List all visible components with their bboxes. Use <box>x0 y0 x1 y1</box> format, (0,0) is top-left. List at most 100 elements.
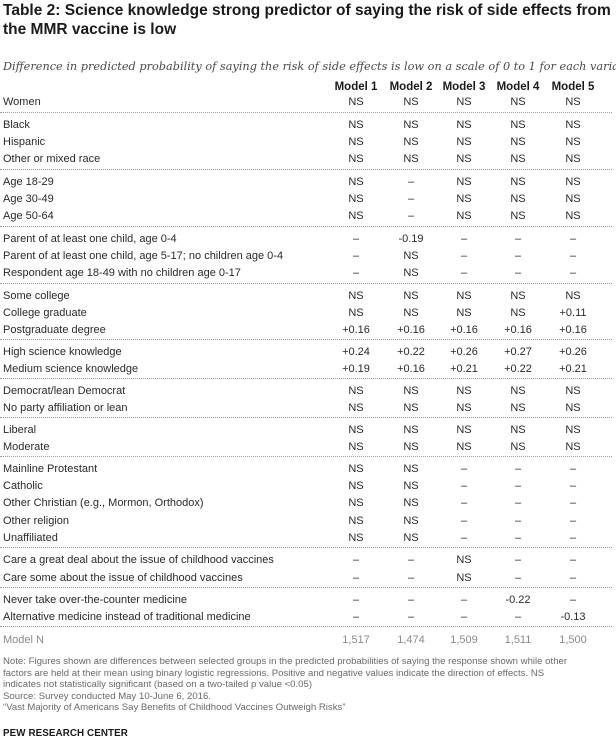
table-cell: NS <box>348 497 364 509</box>
table-cell: – <box>569 497 577 509</box>
note-line: Note: Figures shown are differences betw… <box>3 656 568 667</box>
table-cell: NS <box>403 96 419 108</box>
table-cell: 1,500 <box>559 634 587 646</box>
table-cell: – <box>407 176 415 188</box>
table-cell: – <box>407 611 415 623</box>
row-divider <box>0 547 612 548</box>
column-header-model-2: Model 2 <box>389 81 433 93</box>
row-label: Care a great deal about the issue of chi… <box>3 554 274 566</box>
table-cell: – <box>460 515 468 527</box>
table-cell: NS <box>348 532 364 544</box>
row-divider <box>0 417 612 418</box>
table-cell: NS <box>565 424 581 436</box>
table-cell: – <box>352 267 360 279</box>
table-cell: 1,509 <box>450 634 478 646</box>
table-cell: NS <box>510 153 526 165</box>
table-cell: +0.16 <box>397 324 425 336</box>
table-cell: NS <box>403 136 419 148</box>
table-cell: – <box>460 611 468 623</box>
table-row: Age 50-64 NS – NS NS NS <box>0 208 616 225</box>
table-cell: – <box>352 594 360 606</box>
table-cell: NS <box>456 424 472 436</box>
model-n-row: Model N 1,517 1,474 1,509 1,511 1,500 <box>0 632 616 649</box>
row-divider <box>0 378 612 379</box>
table-cell: -0.13 <box>560 611 586 623</box>
table-cell: – <box>407 210 415 222</box>
table-cell: NS <box>403 441 419 453</box>
table-cell: NS <box>348 176 364 188</box>
table-cell: NS <box>510 136 526 148</box>
source-line: Source: Survey conducted May 10-June 6, … <box>3 690 211 702</box>
table-row: Women NS NS NS NS NS <box>0 94 616 111</box>
table-cell: – <box>514 532 522 544</box>
table-cell: – <box>569 250 577 262</box>
table-cell: NS <box>510 385 526 397</box>
table-cell: NS <box>565 441 581 453</box>
table-cell: NS <box>403 497 419 509</box>
table-cell: NS <box>403 480 419 492</box>
table-cell: NS <box>456 572 472 584</box>
table-row: Other religion NS NS – – – <box>0 513 616 530</box>
table-cell: +0.27 <box>504 346 532 358</box>
table-row: Medium science knowledge +0.19 +0.16 +0.21 +… <box>0 361 616 378</box>
row-label: College graduate <box>3 307 87 319</box>
row-label: Alternative medicine instead of traditio… <box>3 611 251 623</box>
row-label: Care some about the issue of childhood v… <box>3 572 243 584</box>
table-row: Never take over-the-counter medicine – – – -… <box>0 592 616 609</box>
table-row: Other Christian (e.g., Mormon, Orthodox)… <box>0 495 616 512</box>
row-label: Unaffiliated <box>3 532 58 544</box>
table-cell: – <box>569 515 577 527</box>
table-row: Mainline Protestant NS NS – – – <box>0 461 616 478</box>
table-cell: NS <box>403 532 419 544</box>
table-cell: NS <box>403 153 419 165</box>
table-cell: NS <box>456 210 472 222</box>
table-cell: NS <box>510 96 526 108</box>
table-cell: – <box>460 267 468 279</box>
table-cell: NS <box>348 153 364 165</box>
table-cell: – <box>514 572 522 584</box>
row-divider <box>0 283 612 284</box>
table-row: Catholic NS NS – – – <box>0 478 616 495</box>
table-cell: NS <box>403 119 419 131</box>
table-cell: NS <box>348 136 364 148</box>
table-cell: +0.26 <box>559 346 587 358</box>
row-label: Black <box>3 119 30 131</box>
table-row: Alternative medicine instead of traditio… <box>0 609 616 626</box>
table-cell: NS <box>510 176 526 188</box>
row-label: Mainline Protestant <box>3 463 98 475</box>
row-label: No party affiliation or lean <box>3 402 128 414</box>
row-label: Women <box>3 96 41 108</box>
row-label: Hispanic <box>3 136 46 148</box>
table-cell: – <box>352 233 360 245</box>
row-label: Postgraduate degree <box>3 324 106 336</box>
table-cell: – <box>460 532 468 544</box>
table-cell: NS <box>403 307 419 319</box>
table-cell: NS <box>456 402 472 414</box>
table-cell: NS <box>510 424 526 436</box>
table-cell: NS <box>403 267 419 279</box>
table-cell: – <box>407 572 415 584</box>
table-cell: NS <box>565 153 581 165</box>
table-cell: – <box>569 554 577 566</box>
table-cell: NS <box>403 463 419 475</box>
row-divider <box>0 626 612 627</box>
table-cell: +0.21 <box>559 363 587 375</box>
table-cell: +0.16 <box>397 363 425 375</box>
row-label: Model N <box>3 634 44 646</box>
table-cell: NS <box>348 463 364 475</box>
table-cell: NS <box>510 441 526 453</box>
row-label: Age 30-49 <box>3 193 54 205</box>
table-row: No party affiliation or lean NS NS NS NS NS <box>0 400 616 417</box>
table-row: Other or mixed race NS NS NS NS NS <box>0 151 616 168</box>
table-cell: NS <box>348 424 364 436</box>
row-label: Parent of at least one child, age 5-17; … <box>3 250 284 262</box>
table-cell: NS <box>403 290 419 302</box>
table-cell: NS <box>456 119 472 131</box>
table-cell: +0.16 <box>342 324 370 336</box>
table-cell: +0.19 <box>342 363 370 375</box>
table-cell: NS <box>510 402 526 414</box>
row-label: Age 50-64 <box>3 210 54 222</box>
table-cell: NS <box>348 385 364 397</box>
brand-logo-text: PEW RESEARCH CENTER <box>3 728 128 739</box>
row-divider <box>0 112 612 113</box>
